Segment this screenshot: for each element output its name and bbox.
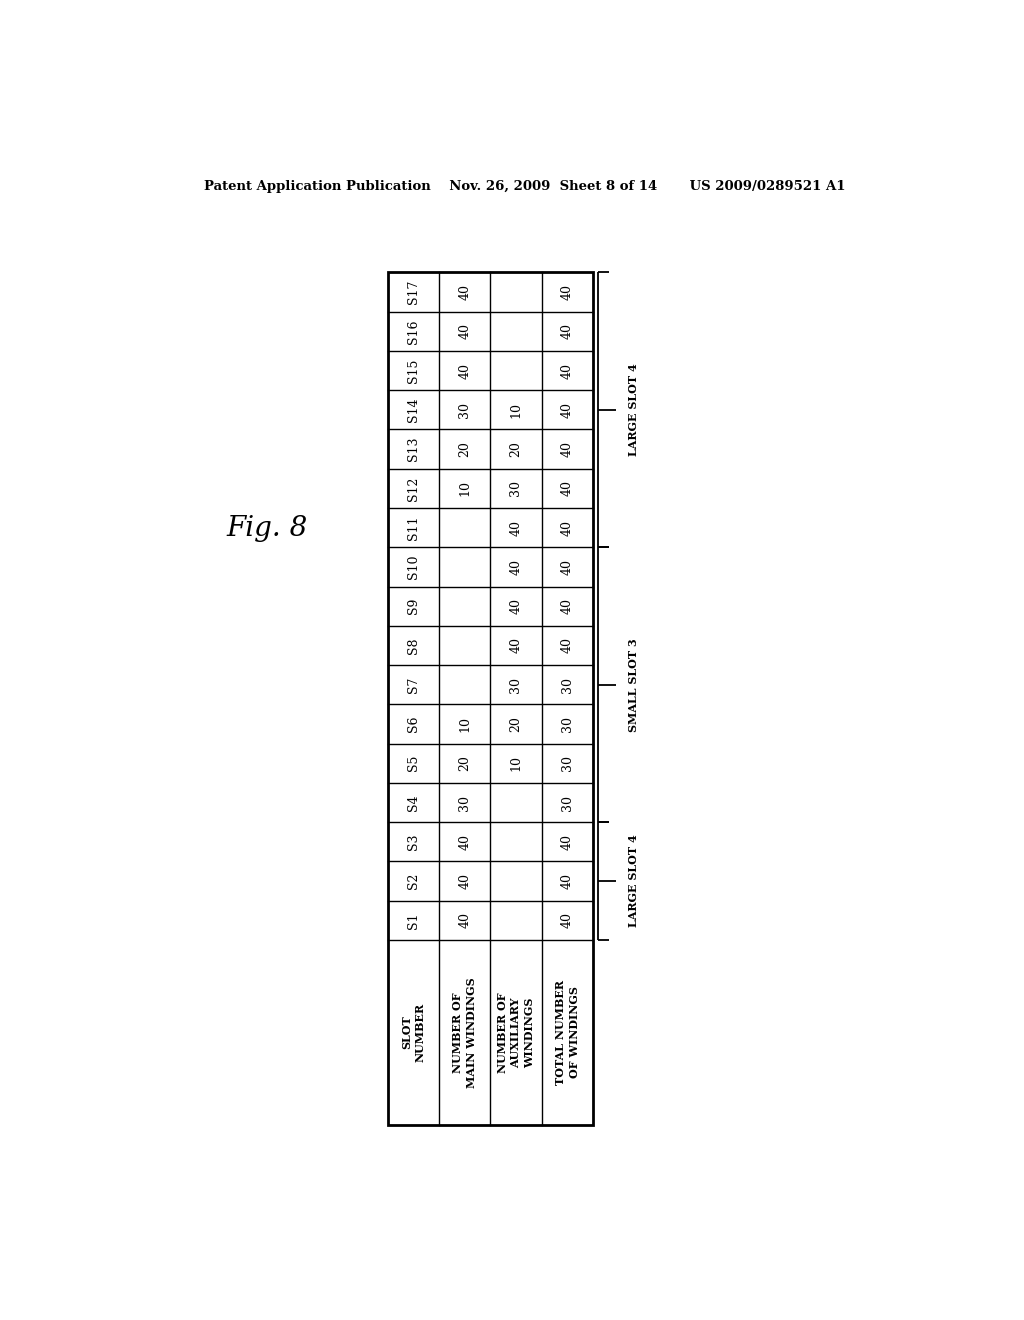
Text: 40: 40 bbox=[458, 363, 471, 379]
Text: SLOT
NUMBER: SLOT NUMBER bbox=[401, 1003, 426, 1061]
Text: S15: S15 bbox=[407, 358, 420, 383]
Text: 40: 40 bbox=[561, 284, 573, 300]
Text: SMALL SLOT 3: SMALL SLOT 3 bbox=[628, 638, 639, 731]
Text: 40: 40 bbox=[561, 520, 573, 536]
Text: S8: S8 bbox=[407, 638, 420, 653]
Text: 40: 40 bbox=[510, 558, 522, 576]
Text: 10: 10 bbox=[458, 715, 471, 733]
Text: 20: 20 bbox=[458, 441, 471, 457]
Text: S11: S11 bbox=[407, 515, 420, 540]
Text: S7: S7 bbox=[407, 677, 420, 693]
Text: 40: 40 bbox=[561, 363, 573, 379]
Text: 40: 40 bbox=[510, 598, 522, 614]
Text: 30: 30 bbox=[561, 677, 573, 693]
Text: LARGE SLOT 4: LARGE SLOT 4 bbox=[628, 363, 639, 457]
Text: S16: S16 bbox=[407, 319, 420, 343]
Text: S6: S6 bbox=[407, 715, 420, 733]
Text: S3: S3 bbox=[407, 833, 420, 850]
Text: 40: 40 bbox=[458, 284, 471, 300]
Text: 40: 40 bbox=[510, 638, 522, 653]
Text: 40: 40 bbox=[458, 834, 471, 850]
Text: 30: 30 bbox=[561, 715, 573, 733]
Text: 40: 40 bbox=[561, 558, 573, 576]
Text: 30: 30 bbox=[561, 755, 573, 771]
Text: NUMBER OF
MAIN WINDINGS: NUMBER OF MAIN WINDINGS bbox=[453, 977, 477, 1088]
Text: S5: S5 bbox=[407, 755, 420, 771]
Text: S13: S13 bbox=[407, 437, 420, 461]
Text: 40: 40 bbox=[458, 873, 471, 890]
Text: 30: 30 bbox=[510, 480, 522, 496]
Text: LARGE SLOT 4: LARGE SLOT 4 bbox=[628, 834, 639, 928]
Text: 20: 20 bbox=[510, 441, 522, 457]
Text: TOTAL NUMBER
OF WINDINGS: TOTAL NUMBER OF WINDINGS bbox=[555, 979, 580, 1085]
Text: 40: 40 bbox=[561, 401, 573, 418]
Text: 30: 30 bbox=[458, 401, 471, 418]
Text: 30: 30 bbox=[561, 795, 573, 810]
Text: S2: S2 bbox=[407, 873, 420, 890]
Text: S12: S12 bbox=[407, 477, 420, 500]
Text: 40: 40 bbox=[561, 480, 573, 496]
Text: 10: 10 bbox=[458, 480, 471, 496]
Text: S10: S10 bbox=[407, 554, 420, 579]
Text: S14: S14 bbox=[407, 397, 420, 422]
Text: S17: S17 bbox=[407, 280, 420, 304]
Text: 40: 40 bbox=[561, 638, 573, 653]
Text: 10: 10 bbox=[510, 755, 522, 771]
Text: 40: 40 bbox=[561, 834, 573, 850]
Text: NUMBER OF
AUXILIARY
WINDINGS: NUMBER OF AUXILIARY WINDINGS bbox=[497, 993, 536, 1073]
Bar bbox=[388, 272, 593, 1125]
Text: 40: 40 bbox=[561, 912, 573, 928]
Text: 30: 30 bbox=[458, 795, 471, 810]
Text: 40: 40 bbox=[458, 323, 471, 339]
Text: 30: 30 bbox=[510, 677, 522, 693]
Text: 10: 10 bbox=[510, 401, 522, 418]
Text: 20: 20 bbox=[510, 715, 522, 731]
Text: S4: S4 bbox=[407, 795, 420, 810]
Text: Fig. 8: Fig. 8 bbox=[227, 515, 308, 541]
Text: S1: S1 bbox=[407, 912, 420, 928]
Text: 40: 40 bbox=[510, 520, 522, 536]
Text: 40: 40 bbox=[561, 598, 573, 614]
Text: 40: 40 bbox=[561, 441, 573, 457]
Text: 40: 40 bbox=[561, 323, 573, 339]
Text: 40: 40 bbox=[561, 873, 573, 890]
Text: S9: S9 bbox=[407, 598, 420, 614]
Text: Patent Application Publication    Nov. 26, 2009  Sheet 8 of 14       US 2009/028: Patent Application Publication Nov. 26, … bbox=[204, 181, 846, 194]
Text: 20: 20 bbox=[458, 755, 471, 771]
Text: 40: 40 bbox=[458, 912, 471, 928]
